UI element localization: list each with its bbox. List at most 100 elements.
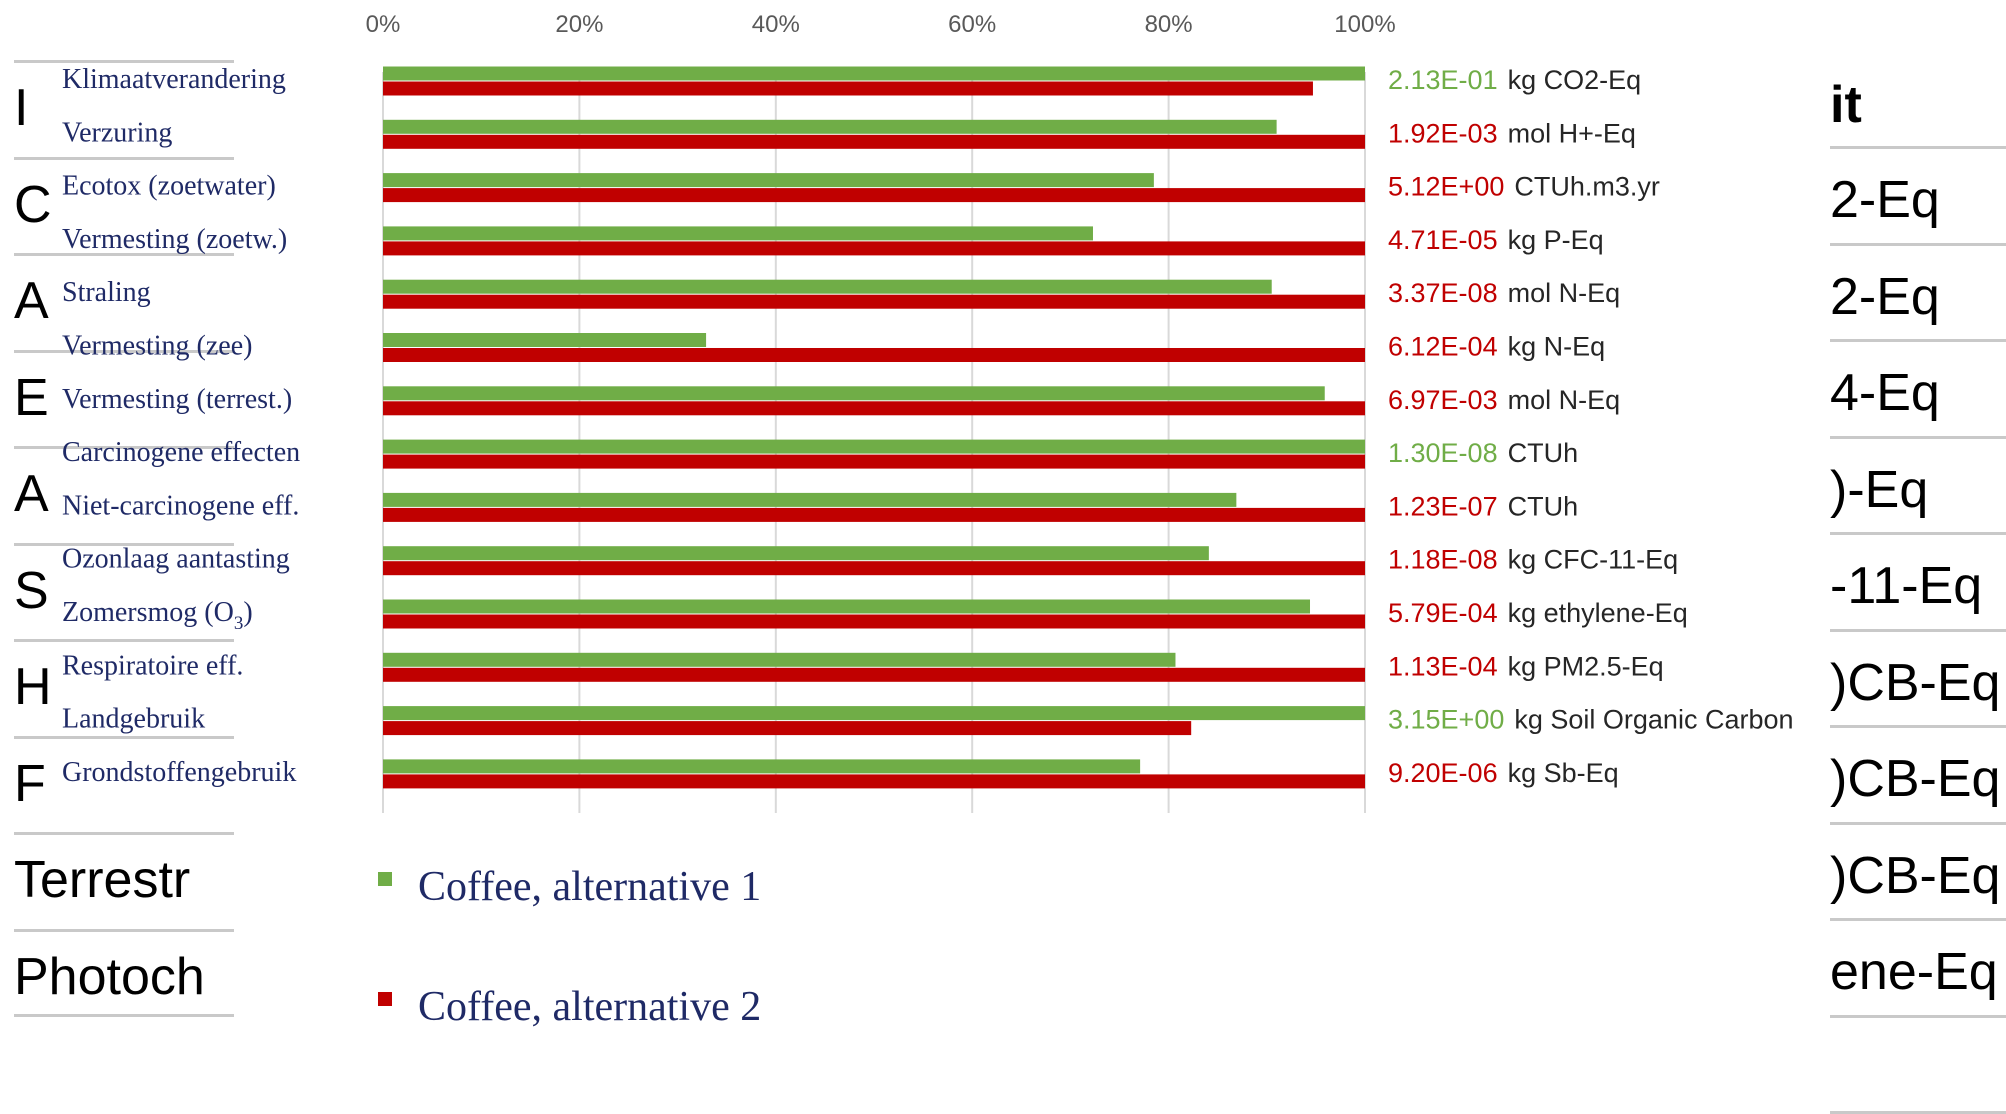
table-cell-left: S [14, 561, 49, 620]
impact-bar-chart: 0% 20% 40% 60% 80% 100% Klimaatverandering Ver… [62, 11, 1794, 1030]
value-unit: kg N-Eq [1508, 332, 1606, 362]
category-label-text: Vermesting (zoetw.) [62, 224, 287, 255]
category-label-text: Carcinogene effecten [62, 437, 300, 468]
category-label: Grondstoffengebruik [62, 757, 296, 788]
value-unit: kg ethylene-Eq [1508, 598, 1688, 628]
legend-label: Coffee, alternative 1 [418, 864, 761, 910]
bar-alt2 [383, 294, 1365, 309]
value-unit: mol N-Eq [1508, 278, 1621, 308]
bar-alt2 [383, 188, 1365, 203]
value-label: 3.15E+00 kg Soil Organic Carbon [1388, 705, 1794, 735]
table-cell-right: )CB-Eq [1830, 846, 2001, 905]
value-unit: kg CFC-11-Eq [1508, 545, 1679, 575]
value-number: 1.13E-04 [1388, 651, 1498, 681]
category-label: Straling [62, 277, 151, 308]
table-cell-right: )-Eq [1830, 460, 1929, 519]
bar-alt1 [383, 652, 1176, 667]
x-tick-label: 100% [1334, 11, 1395, 38]
bar-alt2 [383, 454, 1365, 469]
bar-alt1 [383, 333, 707, 347]
table-border [1830, 821, 2006, 825]
value-label: 6.97E-03 mol N-Eq [1388, 385, 1620, 415]
value-label: 1.30E-08 CTUh [1388, 438, 1578, 468]
x-tick-label: 0% [366, 11, 401, 38]
table-border [1830, 339, 2006, 342]
category-label-text: Verzuring [62, 117, 172, 148]
value-label: 9.20E-06 kg Sb-Eq [1388, 758, 1619, 788]
table-border [1830, 918, 2006, 921]
table-header-right: it [1830, 76, 1862, 134]
table-border [1830, 725, 2006, 728]
value-unit: CTUh.m3.yr [1514, 172, 1660, 202]
category-label: Vermesting (terrest.) [62, 384, 292, 415]
table-border [14, 446, 234, 449]
category-label-text: Straling [62, 277, 151, 308]
value-number: 2.13E-01 [1388, 65, 1498, 95]
value-number: 9.20E-06 [1388, 758, 1498, 788]
category-label-text: Respiratoire eff. [62, 650, 243, 681]
value-number: 1.30E-08 [1388, 438, 1498, 468]
table-cell-left: Terrestr [14, 851, 191, 909]
category-label: Niet-carcinogene eff. [62, 490, 299, 521]
category-label: Carcinogene effecten [62, 437, 300, 468]
table-border [14, 928, 234, 932]
value-labels: 2.13E-01 kg CO2-Eq 1.92E-03 mol H+-Eq5.12E+… [1388, 65, 1794, 788]
table-border [14, 1014, 234, 1017]
value-number: 4.71E-05 [1388, 225, 1498, 255]
bar-alt2 [383, 81, 1313, 96]
category-label-text: Zomersmog (O [62, 597, 234, 628]
bar-alt1 [383, 706, 1365, 721]
category-label-text: Grondstoffengebruik [62, 757, 296, 788]
value-number: 5.12E+00 [1388, 172, 1504, 202]
x-axis-ticks: 0% 20% 40% 60% 80% 100% [366, 11, 1396, 38]
value-label: 5.79E-04 kg ethylene-Eq [1388, 598, 1688, 628]
x-tick-label: 60% [948, 11, 996, 38]
category-label: Landgebruik [62, 704, 205, 735]
category-label-text: Niet-carcinogene eff. [62, 490, 299, 521]
value-unit: kg P-Eq [1508, 225, 1604, 255]
x-tick-label: 20% [555, 11, 603, 38]
category-label: Vermesting (zoetw.) [62, 224, 287, 255]
table-cell-right: )CB-Eq [1830, 750, 2001, 808]
bar-alt1 [383, 173, 1154, 188]
category-label-text: Ecotox (zoetwater) [62, 171, 276, 202]
bar-alt1 [383, 386, 1325, 401]
table-border [1830, 435, 2006, 439]
value-unit: mol N-Eq [1508, 385, 1621, 415]
category-label: Klimaatverandering [62, 64, 286, 95]
bar-alt2 [383, 721, 1192, 736]
bars [383, 66, 1365, 789]
table-border [1830, 628, 2006, 632]
bar-alt1 [383, 226, 1093, 241]
table-cell-right: ene-Eq [1830, 943, 1998, 1001]
bar-alt1 [383, 546, 1209, 561]
value-number: 1.92E-03 [1388, 118, 1498, 148]
bar-alt1 [383, 119, 1277, 134]
bar-alt2 [383, 401, 1365, 416]
bar-alt2 [383, 507, 1365, 522]
value-unit: mol H+-Eq [1508, 118, 1636, 148]
value-label: 2.13E-01 kg CO2-Eq [1388, 65, 1641, 95]
value-number: 1.23E-07 [1388, 491, 1498, 521]
bar-alt2 [383, 241, 1365, 256]
table-cell-left: E [14, 368, 49, 427]
bar-alt1 [383, 492, 1237, 507]
table-cell-left: C [14, 175, 52, 234]
value-label: 6.12E-04 kg N-Eq [1388, 332, 1605, 362]
bar-alt1 [383, 66, 1365, 81]
table-border [1830, 146, 2006, 149]
value-number: 3.37E-08 [1388, 278, 1498, 308]
bar-alt2 [383, 134, 1365, 149]
category-label: Respiratoire eff. [62, 650, 243, 681]
table-border [14, 156, 234, 160]
table-cell-right: -11-Eq [1830, 557, 1983, 615]
value-unit: kg Soil Organic Carbon [1514, 705, 1793, 735]
table-cell-left: H [14, 658, 52, 716]
bar-alt1 [383, 279, 1272, 294]
bar-alt2 [383, 561, 1365, 576]
category-label: Zomersmog (O3) [62, 597, 253, 634]
bar-alt1 [383, 439, 1365, 454]
table-cell-right: 4-Eq [1830, 364, 1940, 422]
table-border [14, 735, 234, 739]
table-border [1830, 242, 2006, 246]
